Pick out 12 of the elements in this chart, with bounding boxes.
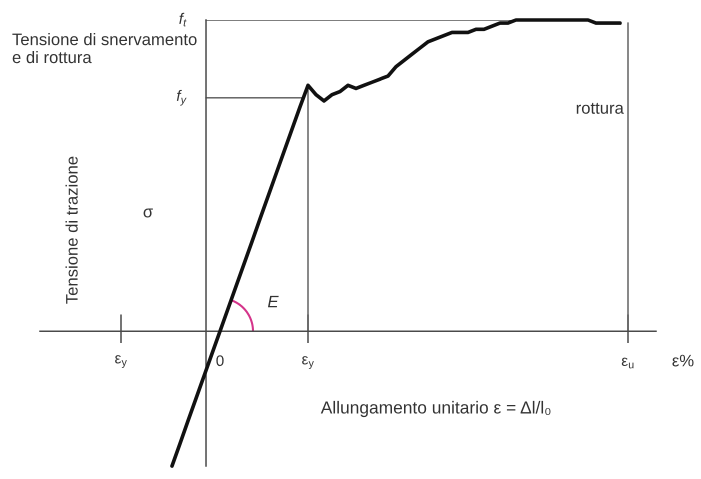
- ref-line-label: rottura: [576, 102, 624, 114]
- y-axis-title: Tensione di trazione: [65, 156, 78, 304]
- text: ε%: [672, 354, 694, 366]
- ref-line-label: f$_{y}$: [176, 90, 187, 106]
- x-tick-label: ε$_{u}$: [622, 358, 634, 368]
- x-tick-label: ε$_{y}$: [302, 356, 314, 369]
- annotation: Tensione di snervamento e di rottura: [12, 33, 197, 64]
- annotation: σ: [144, 208, 153, 218]
- annotation: E: [268, 296, 279, 308]
- x-axis-title: Allungamento unitario ε = Δl/l₀: [320, 400, 550, 418]
- ref-line-label: f$_{t}$: [179, 12, 187, 26]
- x-tick-label: 0: [216, 355, 224, 366]
